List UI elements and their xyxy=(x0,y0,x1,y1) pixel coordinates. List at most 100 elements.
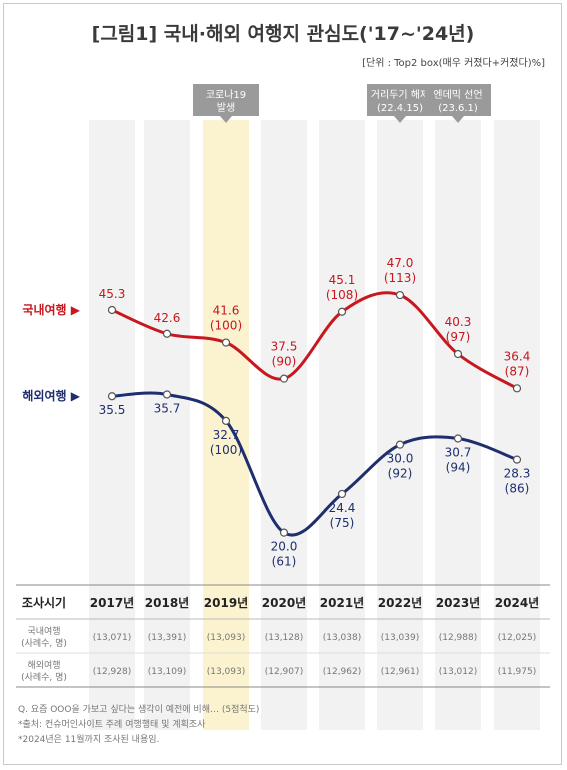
row-value-1-4: (12,962) xyxy=(323,667,362,677)
point-1-7 xyxy=(512,455,522,464)
column-band-5 xyxy=(377,120,423,730)
footnote-2: *2024년은 11월까지 조사된 내용임. xyxy=(18,733,159,745)
series-line-1 xyxy=(111,391,518,537)
column-band-4 xyxy=(319,120,365,730)
event-line2: (22.4.15) xyxy=(377,103,423,114)
category-label-3: 2020년 xyxy=(262,596,306,610)
row-value-1-2: (13,093) xyxy=(207,667,246,677)
row-value-0-1: (13,391) xyxy=(148,633,187,643)
event-line1: 엔데믹 선언 xyxy=(433,89,482,101)
chart-title: [그림1] 국내·해외 여행지 관심도('17~'24년) xyxy=(92,23,475,45)
row-value-1-3: (12,907) xyxy=(265,667,304,677)
index-label-0-4: (108) xyxy=(326,288,358,302)
index-label-1-5: (92) xyxy=(388,467,413,481)
index-label-0-3: (90) xyxy=(272,355,297,369)
point-1-2 xyxy=(221,416,231,425)
column-band-0 xyxy=(89,120,135,730)
footnote-0: Q. 요즘 OOO을 가보고 싶다는 생각이 예전에 비해… (5점척도) xyxy=(18,703,259,715)
value-label-0-4: 45.1 xyxy=(329,273,356,287)
index-label-0-6: (97) xyxy=(446,330,471,344)
point-0-4 xyxy=(337,307,347,316)
value-label-0-6: 40.3 xyxy=(445,315,472,329)
row-value-0-4: (13,038) xyxy=(323,633,362,643)
row-value-0-7: (12,025) xyxy=(498,633,537,643)
value-label-1-6: 30.7 xyxy=(445,445,472,459)
point-1-3 xyxy=(279,528,289,537)
row-value-0-3: (13,128) xyxy=(265,633,304,643)
category-label-7: 2024년 xyxy=(495,596,539,610)
value-label-1-1: 35.7 xyxy=(154,401,181,415)
point-1-0 xyxy=(107,392,117,401)
value-label-1-7: 28.3 xyxy=(504,467,531,481)
row-value-1-1: (13,109) xyxy=(148,667,187,677)
column-band-7 xyxy=(494,120,540,730)
point-1-5 xyxy=(395,440,405,449)
row-sublabel-0: (사례수, 명) xyxy=(21,638,67,649)
event-line2: (23.6.1) xyxy=(438,103,478,114)
event-tag-2: 엔데믹 선언 (23.6.1) xyxy=(425,84,491,123)
point-0-6 xyxy=(453,349,463,359)
row-value-0-5: (13,039) xyxy=(381,633,420,643)
index-label-1-2: (100) xyxy=(210,443,242,457)
index-label-1-4: (75) xyxy=(330,516,355,530)
category-label-6: 2023년 xyxy=(436,596,480,610)
value-label-0-7: 36.4 xyxy=(504,349,531,363)
event-line1: 코로나19 xyxy=(206,89,246,101)
row-value-0-0: (13,071) xyxy=(93,633,132,643)
event-line2: 발생 xyxy=(217,102,235,114)
row-value-1-0: (12,928) xyxy=(93,667,132,677)
index-label-0-2: (100) xyxy=(210,319,242,333)
point-0-5 xyxy=(395,290,405,300)
index-label-1-7: (86) xyxy=(505,482,530,496)
series-line-0 xyxy=(111,291,518,390)
series-name-1: 해외여행 ▶ xyxy=(22,388,80,403)
value-label-0-0: 45.3 xyxy=(99,287,126,301)
point-0-0 xyxy=(107,305,117,315)
point-0-1 xyxy=(162,329,172,338)
row-sublabel-1: (사례수, 명) xyxy=(21,672,67,683)
table-header-label: 조사시기 xyxy=(22,595,66,610)
row-label-1: 해외여행 xyxy=(27,659,60,671)
row-value-1-5: (12,961) xyxy=(381,667,420,677)
value-label-0-5: 47.0 xyxy=(387,256,414,270)
index-label-1-6: (94) xyxy=(446,460,471,474)
value-label-1-2: 32.7 xyxy=(213,428,240,442)
column-band-2 xyxy=(203,120,249,730)
event-line1: 거리두기 해제 xyxy=(371,88,429,101)
column-band-1 xyxy=(144,120,190,730)
category-label-4: 2021년 xyxy=(320,596,364,610)
category-label-5: 2022년 xyxy=(378,596,422,610)
category-label-0: 2017년 xyxy=(90,596,134,610)
point-1-1 xyxy=(162,390,172,399)
index-label-0-7: (87) xyxy=(505,364,530,378)
category-label-2: 2019년 xyxy=(204,596,248,610)
value-label-1-3: 20.0 xyxy=(271,540,298,554)
row-value-0-6: (12,988) xyxy=(439,633,478,643)
value-label-0-2: 41.6 xyxy=(213,304,240,318)
row-value-0-2: (13,093) xyxy=(207,633,246,643)
point-1-4 xyxy=(337,489,347,499)
value-label-1-0: 35.5 xyxy=(99,403,126,417)
column-band-6 xyxy=(435,120,481,730)
column-band-3 xyxy=(261,120,307,730)
series-name-0: 국내여행 ▶ xyxy=(22,302,80,317)
footnote-1: *출처: 컨슈머인사이트 주례 여행행태 및 계획조사 xyxy=(18,718,206,730)
unit-note: [단위 : Top2 box(매우 커졌다+커졌다)%] xyxy=(362,56,545,69)
point-1-6 xyxy=(453,434,463,443)
index-label-0-5: (113) xyxy=(384,271,416,285)
value-label-1-4: 24.4 xyxy=(329,501,356,515)
value-label-0-3: 37.5 xyxy=(271,340,298,354)
value-label-1-5: 30.0 xyxy=(387,452,414,466)
event-tag-1: 거리두기 해제 (22.4.15) xyxy=(367,84,433,123)
row-label-0: 국내여행 xyxy=(27,625,60,637)
row-value-1-7: (11,975) xyxy=(498,667,537,677)
value-label-0-1: 42.6 xyxy=(154,311,181,325)
row-value-1-6: (13,012) xyxy=(439,667,478,677)
point-0-3 xyxy=(279,374,289,383)
point-0-7 xyxy=(512,384,522,393)
index-label-1-3: (61) xyxy=(272,555,297,569)
category-label-1: 2018년 xyxy=(145,596,189,610)
point-0-2 xyxy=(221,338,231,347)
